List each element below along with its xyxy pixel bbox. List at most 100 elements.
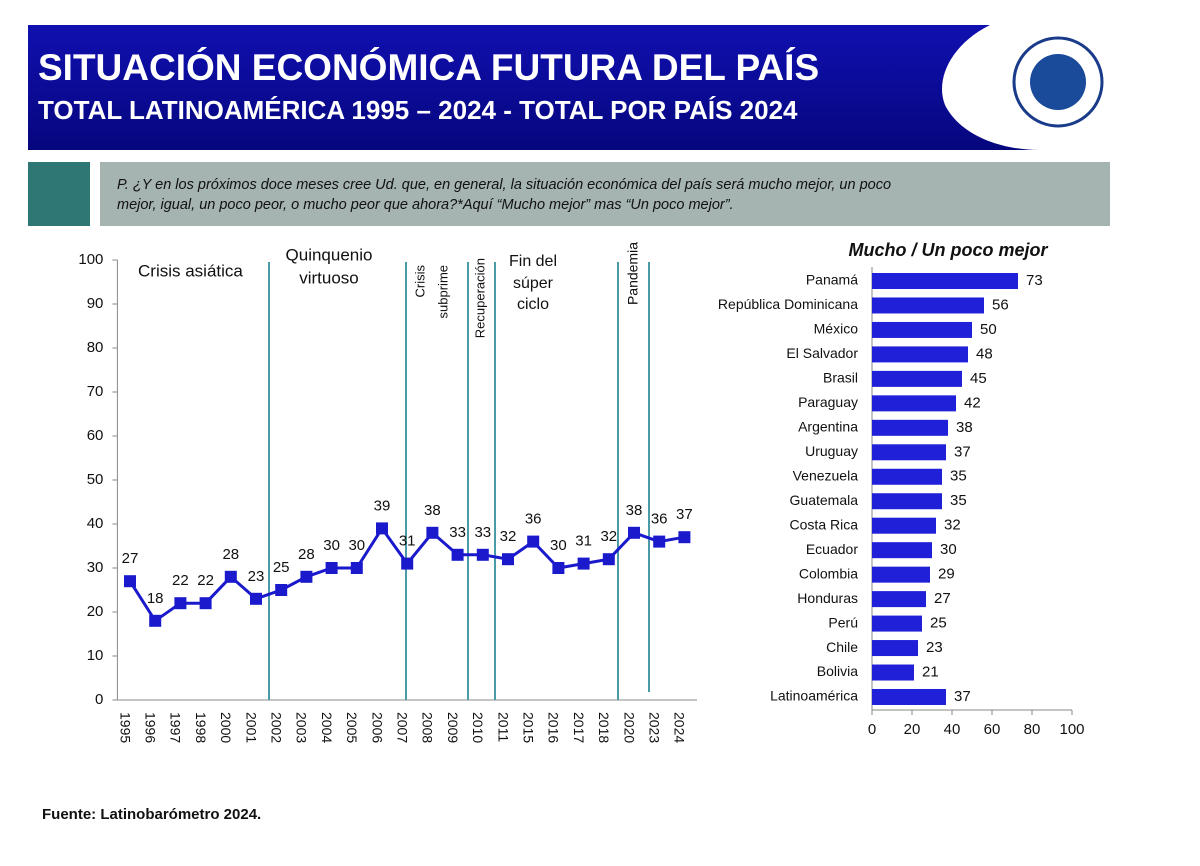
y-tick-label: 100 xyxy=(78,251,103,268)
period-label: Pandemia xyxy=(625,242,641,305)
value-label: 37 xyxy=(954,443,971,460)
value-label: 37 xyxy=(954,688,971,705)
period-label: Quinquenio xyxy=(286,245,373,264)
value-label: 56 xyxy=(992,296,1009,313)
value-label: 25 xyxy=(273,559,290,576)
x-tick-label: 0 xyxy=(868,721,876,738)
value-label: 29 xyxy=(938,566,955,583)
period-label: subprime xyxy=(435,265,450,318)
x-tick-label: 2006 xyxy=(369,712,385,743)
x-tick-label: 2020 xyxy=(621,712,637,743)
value-label: 25 xyxy=(930,615,947,632)
bar xyxy=(872,273,1018,289)
subtitle: TOTAL LATINOAMÉRICA 1995 – 2024 - TOTAL … xyxy=(38,95,798,125)
value-label: 32 xyxy=(600,528,617,545)
value-label: 30 xyxy=(940,541,957,558)
x-tick-label: 2017 xyxy=(571,712,587,743)
x-tick-label: 1995 xyxy=(117,712,133,743)
period-label: Crisis asiática xyxy=(138,261,243,280)
bar xyxy=(872,566,930,583)
y-tick-label: Ecuador xyxy=(806,541,858,557)
value-label: 36 xyxy=(525,511,542,528)
value-label: 32 xyxy=(500,528,517,545)
bar xyxy=(872,615,922,632)
source: Fuente: Latinobarómetro 2024. xyxy=(42,806,261,823)
point xyxy=(602,553,615,566)
x-tick-label: 2002 xyxy=(268,712,284,743)
y-tick-label: El Salvador xyxy=(786,345,858,361)
x-tick-label: 2015 xyxy=(520,712,536,743)
value-label: 27 xyxy=(934,590,951,607)
x-tick-label: 40 xyxy=(944,721,961,738)
point xyxy=(376,522,388,535)
value-label: 28 xyxy=(298,546,315,563)
value-label: 22 xyxy=(172,572,189,589)
value-label: 37 xyxy=(676,506,693,523)
bar xyxy=(872,395,956,412)
value-label: 27 xyxy=(122,550,139,567)
value-label: 38 xyxy=(626,502,643,519)
value-label: 31 xyxy=(399,533,416,550)
value-label: 42 xyxy=(964,394,981,411)
bar xyxy=(872,493,942,510)
point xyxy=(250,592,262,605)
x-tick-label: 20 xyxy=(904,721,921,738)
value-label: 30 xyxy=(348,537,365,554)
value-label: 48 xyxy=(976,345,993,362)
y-tick-label: Guatemala xyxy=(790,492,859,508)
value-label: 23 xyxy=(248,568,265,585)
y-tick-label: Argentina xyxy=(798,419,858,435)
value-label: 38 xyxy=(424,502,441,519)
logo xyxy=(1012,36,1104,128)
value-label: 23 xyxy=(926,639,943,656)
period-label: Fin del xyxy=(509,253,557,270)
question-accent xyxy=(28,162,90,226)
x-tick-label: 2008 xyxy=(420,712,436,743)
y-tick-label: Chile xyxy=(826,639,858,655)
point xyxy=(199,597,212,610)
period-label: ciclo xyxy=(517,296,549,313)
value-label: 32 xyxy=(944,517,961,534)
x-tick-label: 1996 xyxy=(142,712,158,743)
value-label: 36 xyxy=(651,511,668,528)
value-label: 18 xyxy=(147,590,164,607)
question-line: mejor, igual, un poco peor, o mucho peor… xyxy=(117,197,734,213)
value-label: 73 xyxy=(1026,272,1043,289)
point xyxy=(275,584,288,596)
x-tick-label: 2010 xyxy=(470,712,486,743)
y-tick-label: República Dominicana xyxy=(718,296,858,312)
point xyxy=(476,548,489,561)
point xyxy=(577,557,590,570)
period-label: Crisis xyxy=(412,265,427,298)
bar xyxy=(872,419,948,436)
y-tick-label: Panamá xyxy=(806,272,858,288)
y-tick-label: Perú xyxy=(828,614,858,630)
point xyxy=(502,553,514,566)
x-tick-label: 2016 xyxy=(546,712,562,743)
period-label: súper xyxy=(513,275,554,292)
point xyxy=(401,557,414,570)
point xyxy=(653,535,666,548)
bar xyxy=(872,517,936,534)
y-tick-label: Latinoamérica xyxy=(770,688,858,704)
x-tick-label: 2011 xyxy=(495,712,511,742)
point xyxy=(678,531,691,544)
x-tick-label: 2003 xyxy=(294,712,310,743)
bar xyxy=(872,688,946,705)
point xyxy=(300,570,313,583)
value-label: 21 xyxy=(922,663,939,680)
bar xyxy=(872,444,946,461)
value-label: 30 xyxy=(323,537,340,554)
x-tick-label: 2023 xyxy=(646,712,662,743)
point xyxy=(174,597,187,610)
y-tick-label: 40 xyxy=(87,515,104,532)
value-label: 38 xyxy=(956,419,973,436)
value-label: 28 xyxy=(222,546,239,563)
value-label: 33 xyxy=(449,524,466,541)
bar xyxy=(872,370,962,387)
bar xyxy=(872,321,972,338)
y-tick-label: 80 xyxy=(87,339,104,356)
point xyxy=(451,548,464,561)
value-label: 45 xyxy=(970,370,987,387)
y-tick-label: México xyxy=(814,321,859,337)
